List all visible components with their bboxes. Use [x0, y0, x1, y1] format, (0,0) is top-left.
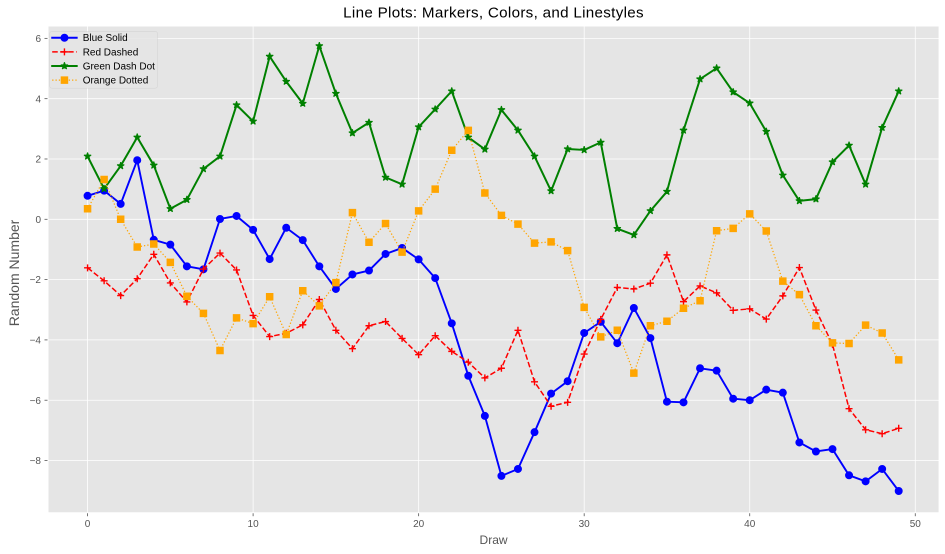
svg-text:Green Dash Dot: Green Dash Dot — [83, 61, 155, 72]
svg-text:20: 20 — [413, 519, 425, 530]
svg-text:−8: −8 — [30, 456, 42, 467]
svg-text:4: 4 — [35, 94, 41, 105]
svg-text:Draw: Draw — [480, 533, 508, 547]
svg-text:Orange Dotted: Orange Dotted — [83, 76, 149, 87]
svg-text:50: 50 — [910, 519, 922, 530]
svg-text:2: 2 — [35, 155, 41, 166]
svg-text:6: 6 — [35, 34, 41, 45]
svg-text:40: 40 — [744, 519, 756, 530]
svg-text:Blue Solid: Blue Solid — [83, 33, 128, 44]
svg-text:−2: −2 — [30, 275, 42, 286]
svg-text:30: 30 — [579, 519, 591, 530]
svg-text:10: 10 — [248, 519, 260, 530]
svg-text:Red Dashed: Red Dashed — [83, 47, 139, 58]
svg-text:0: 0 — [85, 519, 91, 530]
svg-text:0: 0 — [35, 215, 41, 226]
svg-text:−4: −4 — [30, 336, 42, 347]
svg-text:Random Number: Random Number — [6, 219, 22, 326]
svg-text:Line Plots: Markers, Colors, a: Line Plots: Markers, Colors, and Linesty… — [343, 5, 644, 22]
svg-text:−6: −6 — [30, 396, 42, 407]
